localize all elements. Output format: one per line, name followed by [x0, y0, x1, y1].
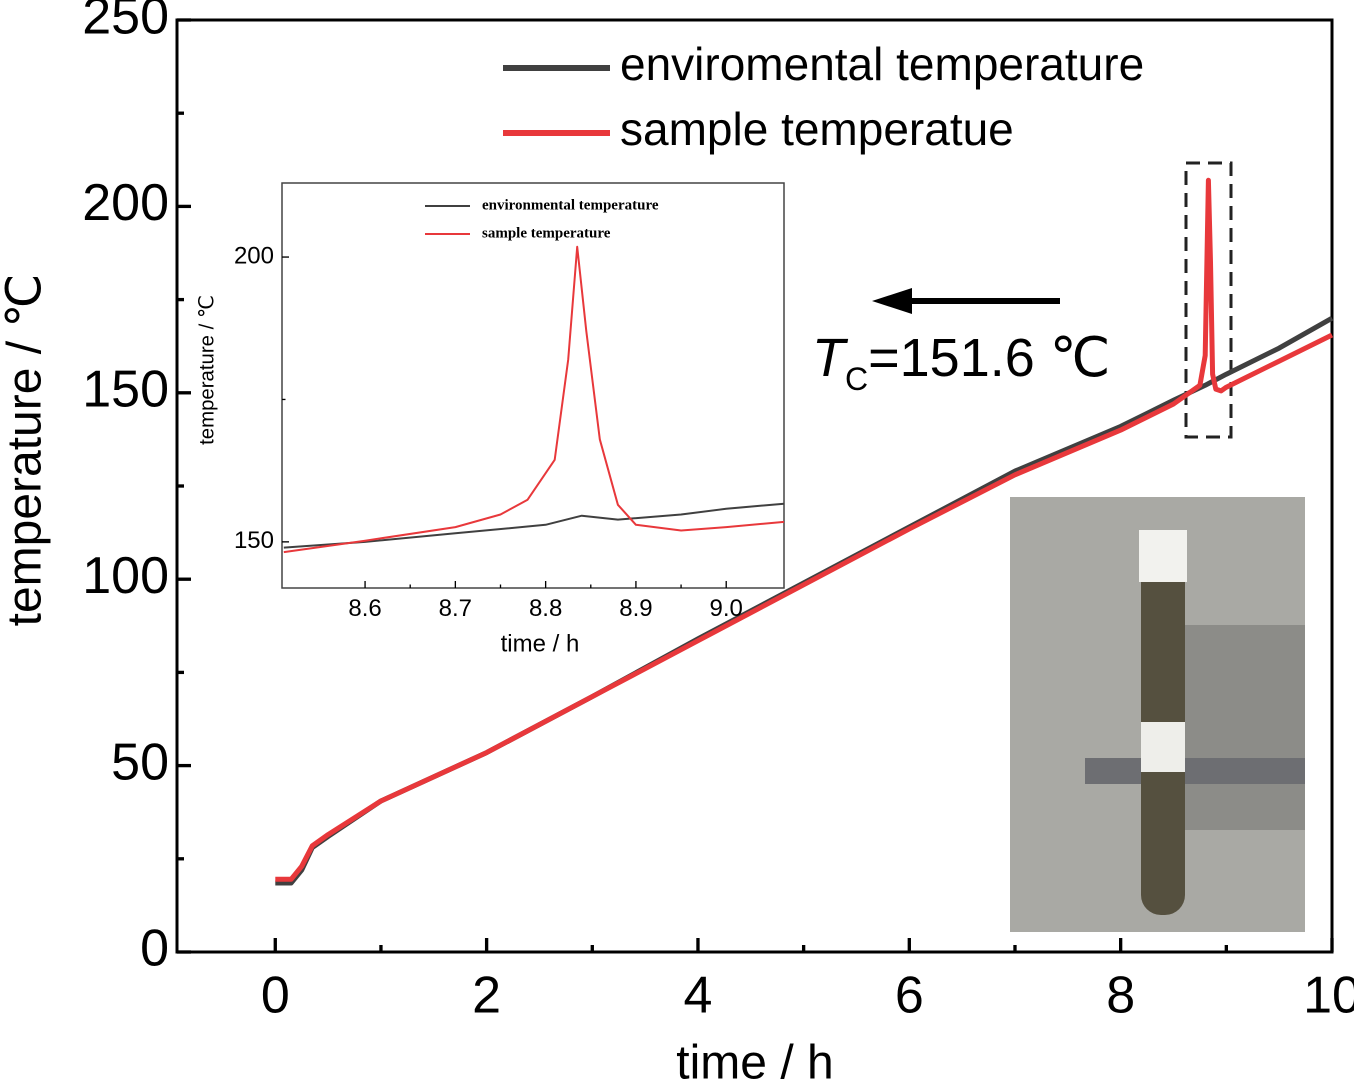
y-tick-label: 200	[82, 174, 169, 232]
y-axis-label: temperature / ℃	[196, 295, 218, 445]
legend-label: sample temperatue	[620, 103, 1014, 155]
x-tick-label: 8.9	[619, 595, 652, 622]
legend-label: sample temperature	[482, 225, 611, 241]
x-tick-label: 4	[684, 967, 713, 1025]
photo-grille	[1185, 625, 1305, 830]
highlight-box	[1184, 161, 1233, 439]
y-tick-label: 50	[111, 733, 169, 791]
annotation-subscript: C	[845, 361, 868, 397]
photo-cap	[1139, 530, 1187, 582]
legend-label: enviromental temperature	[620, 38, 1144, 90]
x-tick-label: 8.8	[529, 595, 562, 622]
annotation: TC=151.6 ℃	[812, 328, 1110, 397]
annotation-symbol: T	[812, 328, 849, 388]
arrow-head	[872, 288, 912, 314]
x-tick-label: 8	[1106, 967, 1135, 1025]
y-axis-label: temperature / ℃	[0, 274, 52, 627]
x-tick-label: 8.7	[439, 595, 472, 622]
legend-label: environmental temperature	[482, 197, 659, 213]
x-tick-label: 6	[895, 967, 924, 1025]
x-axis-label: time / h	[501, 630, 580, 657]
x-tick-label: 2	[472, 967, 501, 1025]
x-axis-label: time / h	[676, 1037, 833, 1090]
series-line	[283, 245, 785, 554]
series-line	[283, 502, 785, 549]
y-tick-label: 150	[82, 361, 169, 419]
series-line	[275, 177, 1334, 882]
x-tick-label: 9.0	[710, 595, 743, 622]
photo-shelf	[1085, 758, 1305, 784]
y-tick-label: 200	[234, 242, 274, 269]
photo-holder	[1141, 722, 1185, 772]
inset-frame	[281, 182, 785, 589]
x-tick-label: 0	[261, 967, 290, 1025]
y-tick-label: 250	[82, 0, 169, 46]
annotation-text: =151.6 ℃	[868, 328, 1110, 388]
y-tick-label: 100	[82, 547, 169, 605]
y-tick-label: 0	[140, 920, 169, 978]
x-tick-label: 10	[1303, 967, 1354, 1025]
y-tick-label: 150	[234, 527, 274, 554]
photo	[1010, 497, 1305, 932]
x-tick-label: 8.6	[348, 595, 381, 622]
